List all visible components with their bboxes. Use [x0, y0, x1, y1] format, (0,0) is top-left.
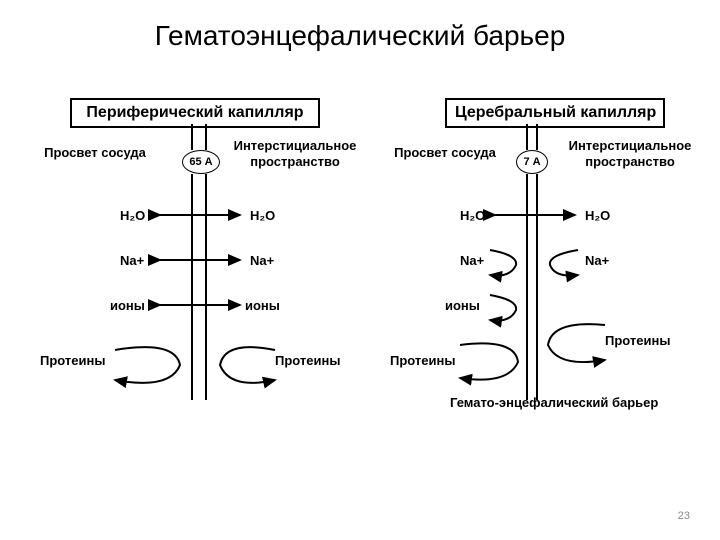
arrows-cerebral: [390, 90, 720, 420]
diagram-area: Периферический капилляр Просвет сосуда И…: [0, 90, 720, 470]
panel-peripheral: Периферический капилляр Просвет сосуда И…: [30, 90, 370, 470]
page-number: 23: [678, 510, 690, 522]
panel-cerebral: Церебральный капилляр Просвет сосуда Инт…: [390, 90, 720, 470]
arrows-peripheral: [30, 90, 370, 420]
page-title: Гематоэнцефалический барьер: [0, 0, 720, 52]
